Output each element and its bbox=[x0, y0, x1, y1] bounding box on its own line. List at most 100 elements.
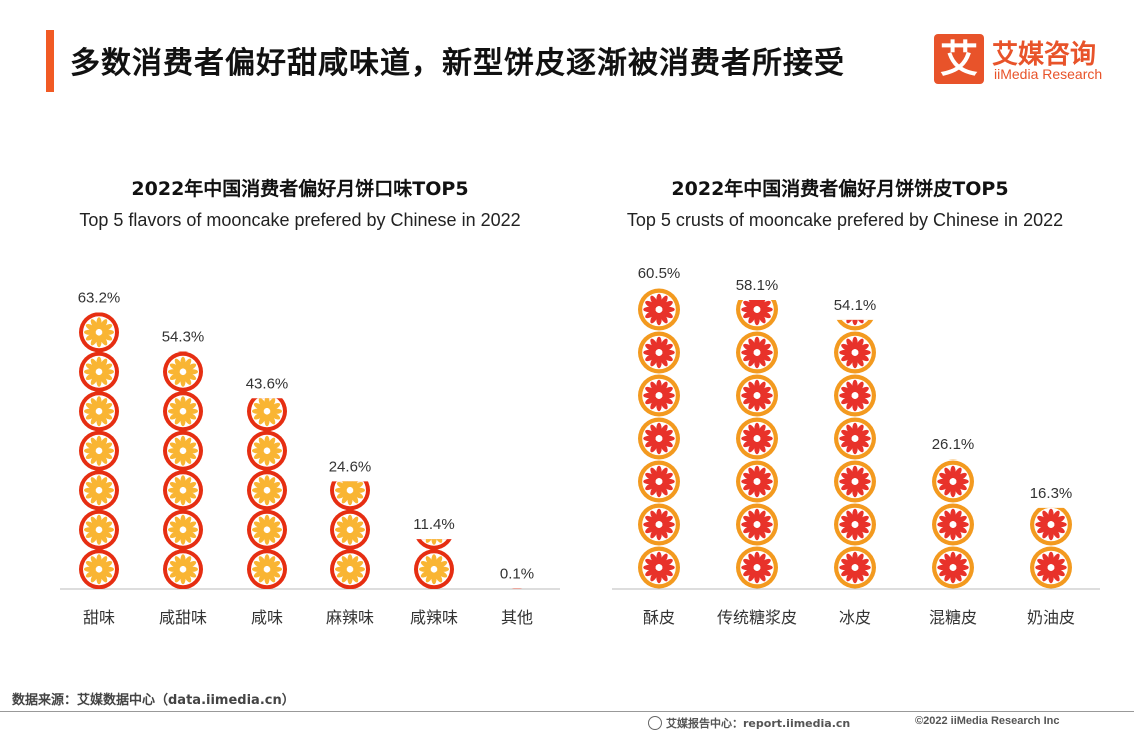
crust-category-label-4: 奶油皮 bbox=[1027, 608, 1075, 627]
mooncake-flower-icon bbox=[163, 470, 203, 511]
crust-bar-2 bbox=[834, 319, 876, 589]
crust-bar-3 bbox=[932, 289, 974, 589]
logo-text-en: iiMedia Research bbox=[994, 66, 1103, 82]
mooncake-flower-icon bbox=[79, 470, 119, 511]
mooncake-flower-icon bbox=[79, 351, 119, 392]
mooncake-flower-icon bbox=[330, 481, 370, 511]
mooncake-flower-icon bbox=[932, 460, 974, 503]
mooncake-flower-icon bbox=[497, 312, 537, 352]
mooncake-flower-icon bbox=[736, 460, 778, 503]
page-title: 多数消费者偏好甜咸味道，新型饼皮逐渐被消费者所接受 bbox=[70, 46, 845, 81]
mooncake-flower-icon bbox=[330, 312, 370, 352]
mooncake-flower-icon bbox=[834, 331, 876, 374]
mooncake-flower-icon bbox=[834, 460, 876, 503]
mooncake-flower-icon bbox=[177, 351, 189, 353]
crust-value-label-0: 60.5% bbox=[638, 265, 681, 282]
mooncake-flower-icon bbox=[79, 312, 119, 353]
crust-category-label-2: 冰皮 bbox=[839, 608, 871, 627]
mooncake-flower-icon bbox=[497, 391, 537, 431]
crust-category-label-0: 酥皮 bbox=[643, 608, 675, 627]
mooncake-flower-icon bbox=[247, 398, 287, 432]
flavor-category-label-4: 咸辣味 bbox=[410, 608, 458, 627]
mooncake-flower-icon bbox=[414, 470, 454, 510]
crust-value-label-4: 16.3% bbox=[1030, 485, 1073, 502]
crust-chart: 60.5% 酥皮 58.1% 传统糖浆皮 54.1% 冰皮 26.1% 混糖皮 16.3% 奶油皮 bbox=[612, 265, 1100, 627]
mooncake-flower-icon bbox=[638, 546, 680, 589]
crust-value-label-1: 58.1% bbox=[736, 277, 779, 294]
mooncake-flower-icon bbox=[932, 375, 974, 417]
mooncake-flower-icon bbox=[638, 503, 680, 546]
flavor-category-label-3: 麻辣味 bbox=[326, 608, 374, 627]
mooncake-flower-icon bbox=[1030, 546, 1072, 589]
mooncake-flower-icon bbox=[247, 470, 287, 511]
mooncake-flower-icon bbox=[163, 391, 203, 432]
mooncake-flower-icon bbox=[638, 460, 680, 503]
mooncake-flower-icon bbox=[79, 549, 119, 589]
flavor-chart-subtitle: Top 5 flavors of mooncake prefered by Ch… bbox=[79, 210, 521, 230]
mooncake-flower-icon bbox=[497, 352, 537, 392]
mooncake-flower-icon bbox=[163, 351, 203, 392]
flavor-value-label-4: 11.4% bbox=[413, 516, 454, 533]
footer-left-text: 艾媒报告中心：report.iimedia.cn bbox=[666, 717, 851, 730]
logo-mark: 艾 bbox=[934, 34, 984, 84]
flavor-category-label-0: 甜味 bbox=[83, 608, 115, 627]
flavor-value-label-1: 54.3% bbox=[162, 328, 205, 345]
iimedia-logo: 艾 艾媒咨询 iiMedia Research bbox=[934, 34, 1124, 86]
mooncake-flower-icon bbox=[932, 289, 974, 331]
mooncake-flower-icon bbox=[638, 374, 680, 417]
footer-divider bbox=[0, 711, 1134, 712]
mooncake-flower-icon bbox=[736, 417, 778, 460]
flavor-value-label-5: 0.1% bbox=[500, 566, 534, 583]
footer-copyright: ©2022 iiMedia Research Inc bbox=[915, 715, 1060, 727]
crust-bar-0 bbox=[638, 288, 680, 589]
crust-category-label-3: 混糖皮 bbox=[929, 608, 977, 627]
mooncake-flower-icon bbox=[834, 546, 876, 589]
mooncake-flower-icon bbox=[330, 549, 370, 589]
mooncake-flower-icon bbox=[414, 312, 454, 352]
mooncake-flower-icon bbox=[736, 331, 778, 374]
mooncake-flower-icon bbox=[163, 509, 203, 550]
flavor-bar-1 bbox=[163, 351, 203, 589]
mooncake-flower-icon bbox=[497, 431, 537, 471]
mooncake-flower-icon bbox=[416, 539, 452, 550]
flavor-value-label-3: 24.6% bbox=[329, 458, 372, 475]
crust-bar-1 bbox=[736, 299, 778, 589]
mooncake-flower-icon bbox=[247, 312, 287, 352]
crust-chart-subtitle: Top 5 crusts of mooncake prefered by Chi… bbox=[626, 210, 1064, 230]
mooncake-flower-icon bbox=[414, 431, 454, 471]
mooncake-flower-icon bbox=[1030, 507, 1072, 546]
globe-icon bbox=[648, 716, 662, 730]
flavor-category-label-1: 咸甜味 bbox=[159, 608, 207, 627]
mooncake-flower-icon bbox=[736, 374, 778, 417]
mooncake-flower-icon bbox=[79, 430, 119, 471]
mooncake-flower-icon bbox=[414, 391, 454, 431]
mooncake-flower-icon bbox=[1030, 418, 1072, 460]
mooncake-flower-icon bbox=[736, 503, 778, 546]
mooncake-flower-icon bbox=[330, 509, 370, 550]
title-accent-bar bbox=[46, 30, 54, 92]
footer-report-center: 艾媒报告中心：report.iimedia.cn bbox=[648, 715, 850, 731]
mooncake-flower-icon bbox=[834, 417, 876, 460]
mooncake-flower-icon bbox=[932, 546, 974, 589]
mooncake-flower-icon bbox=[163, 430, 203, 471]
mooncake-flower-icon bbox=[247, 509, 287, 550]
mooncake-flower-icon bbox=[638, 288, 680, 331]
flavor-bar-0 bbox=[79, 312, 119, 589]
flavor-value-label-2: 43.6% bbox=[246, 375, 289, 392]
mooncake-flower-icon bbox=[414, 549, 454, 589]
mooncake-flower-icon bbox=[1030, 375, 1072, 417]
flavor-bar-4 bbox=[414, 312, 454, 589]
mooncake-flower-icon bbox=[511, 588, 523, 589]
mooncake-flower-icon bbox=[1030, 332, 1072, 374]
mooncake-flower-icon bbox=[79, 391, 119, 432]
mooncake-flower-icon bbox=[638, 417, 680, 460]
flavor-chart-title: 2022年中国消费者偏好月饼口味TOP5 bbox=[131, 178, 469, 200]
flavor-bar-5 bbox=[497, 312, 537, 589]
crust-value-label-2: 54.1% bbox=[834, 297, 877, 314]
mooncake-flower-icon bbox=[736, 299, 778, 331]
logo-text-cn: 艾媒咨询 bbox=[992, 40, 1097, 70]
crust-category-label-1: 传统糖浆皮 bbox=[717, 608, 797, 627]
flavor-category-label-2: 咸味 bbox=[251, 608, 283, 627]
data-source: 数据来源：艾媒数据中心（data.iimedia.cn） bbox=[12, 693, 295, 708]
